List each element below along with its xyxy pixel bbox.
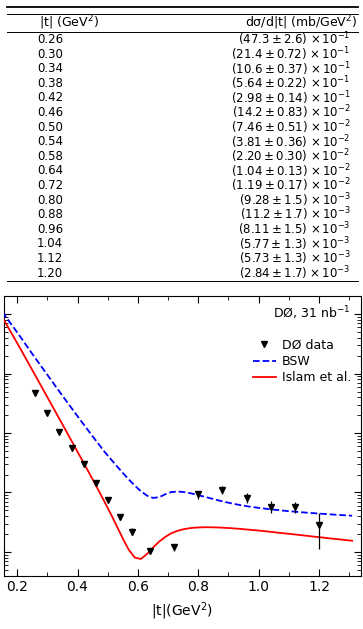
Text: |t| (GeV$^2$): |t| (GeV$^2$)	[40, 13, 99, 32]
Text: 1.12: 1.12	[37, 252, 63, 265]
Text: $(5.73 \pm 1.3)$ $\times\,10^{-3}$: $(5.73 \pm 1.3)$ $\times\,10^{-3}$	[239, 250, 350, 267]
Text: $(2.84 \pm 1.7)$ $\times\,10^{-3}$: $(2.84 \pm 1.7)$ $\times\,10^{-3}$	[239, 264, 350, 282]
Text: DØ, 31 nb$^{-1}$: DØ, 31 nb$^{-1}$	[273, 304, 350, 322]
Text: $(2.98 \pm 0.14)$ $\times\,10^{-1}$: $(2.98 \pm 0.14)$ $\times\,10^{-1}$	[231, 89, 350, 107]
Text: $(14.2 \pm 0.83)$ $\times\,10^{-2}$: $(14.2 \pm 0.83)$ $\times\,10^{-2}$	[232, 104, 350, 121]
X-axis label: |t|(GeV$^2$): |t|(GeV$^2$)	[151, 600, 213, 621]
Text: $(9.28 \pm 1.5)$ $\times\,10^{-3}$: $(9.28 \pm 1.5)$ $\times\,10^{-3}$	[238, 191, 350, 209]
Text: $(5.77 \pm 1.3)$ $\times\,10^{-3}$: $(5.77 \pm 1.3)$ $\times\,10^{-3}$	[239, 235, 350, 253]
Text: 0.80: 0.80	[37, 194, 63, 206]
Text: dσ/d|t| (mb/GeV$^2$): dσ/d|t| (mb/GeV$^2$)	[245, 13, 358, 32]
Text: $(1.04 \pm 0.13)$ $\times\,10^{-2}$: $(1.04 \pm 0.13)$ $\times\,10^{-2}$	[231, 162, 350, 180]
Text: 1.04: 1.04	[37, 237, 63, 250]
Text: 1.20: 1.20	[37, 267, 63, 279]
Text: 0.34: 0.34	[37, 62, 63, 75]
Text: $(21.4 \pm 0.72)$ $\times\,10^{-1}$: $(21.4 \pm 0.72)$ $\times\,10^{-1}$	[232, 45, 350, 63]
Text: 0.58: 0.58	[37, 150, 63, 163]
Text: 0.96: 0.96	[37, 223, 63, 236]
Text: 0.38: 0.38	[37, 77, 63, 90]
Text: $(8.11 \pm 1.5)$ $\times\,10^{-3}$: $(8.11 \pm 1.5)$ $\times\,10^{-3}$	[238, 220, 350, 238]
Text: $(1.19 \pm 0.17)$ $\times\,10^{-2}$: $(1.19 \pm 0.17)$ $\times\,10^{-2}$	[231, 177, 350, 194]
Text: 0.50: 0.50	[37, 121, 63, 133]
Text: 0.26: 0.26	[37, 33, 63, 46]
Text: 0.30: 0.30	[37, 48, 63, 61]
Text: 0.64: 0.64	[37, 164, 63, 177]
Text: 0.88: 0.88	[37, 208, 63, 221]
Text: $(11.2 \pm 1.7)$ $\times\,10^{-3}$: $(11.2 \pm 1.7)$ $\times\,10^{-3}$	[240, 206, 350, 223]
Text: $(2.20 \pm 0.30)$ $\times\,10^{-2}$: $(2.20 \pm 0.30)$ $\times\,10^{-2}$	[231, 148, 350, 165]
Text: 0.46: 0.46	[37, 106, 63, 119]
Text: $(5.64 \pm 0.22)$ $\times\,10^{-1}$: $(5.64 \pm 0.22)$ $\times\,10^{-1}$	[231, 75, 350, 92]
Text: 0.42: 0.42	[37, 91, 63, 104]
Text: $(10.6 \pm 0.37)$ $\times\,10^{-1}$: $(10.6 \pm 0.37)$ $\times\,10^{-1}$	[231, 60, 350, 77]
Text: 0.72: 0.72	[37, 179, 63, 192]
Legend: DØ data, BSW, Islam et al.: DØ data, BSW, Islam et al.	[253, 339, 351, 384]
Text: $(47.3 \pm 2.6)$ $\times\,10^{-1}$: $(47.3 \pm 2.6)$ $\times\,10^{-1}$	[238, 31, 350, 48]
Text: $(3.81 \pm 0.36)$ $\times\,10^{-2}$: $(3.81 \pm 0.36)$ $\times\,10^{-2}$	[231, 133, 350, 150]
Text: 0.54: 0.54	[37, 135, 63, 148]
Text: $(7.46 \pm 0.51)$ $\times\,10^{-2}$: $(7.46 \pm 0.51)$ $\times\,10^{-2}$	[231, 118, 350, 136]
